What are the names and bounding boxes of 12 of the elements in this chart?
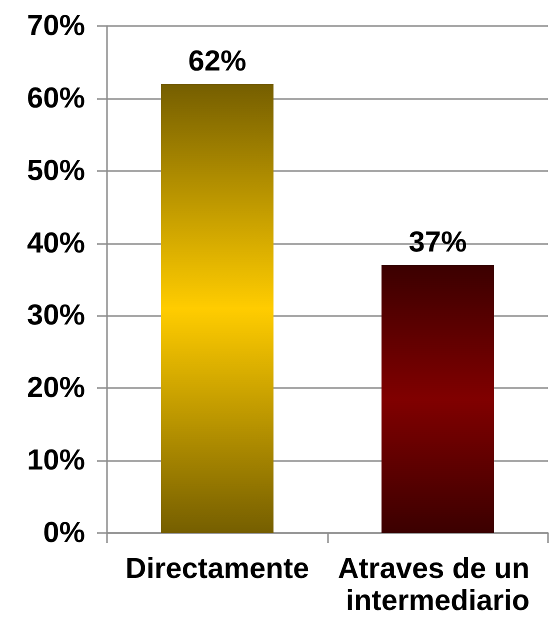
data-label: 62%: [188, 45, 246, 78]
x-tick-label: Directamente: [125, 553, 310, 585]
y-tick-label: 60%: [26, 82, 86, 114]
x-tick-label: Atraves de un intermediario: [338, 553, 538, 617]
y-tick-label: 70%: [26, 10, 86, 42]
y-tick-label: 30%: [26, 300, 86, 332]
data-label: 37%: [408, 226, 467, 259]
y-tick-label: 50%: [26, 154, 86, 187]
y-tick-label: 10%: [26, 444, 86, 477]
y-tick-label: 20%: [26, 372, 86, 404]
y-tick-label: 40%: [26, 227, 86, 260]
y-tick-label: 0%: [43, 517, 86, 549]
